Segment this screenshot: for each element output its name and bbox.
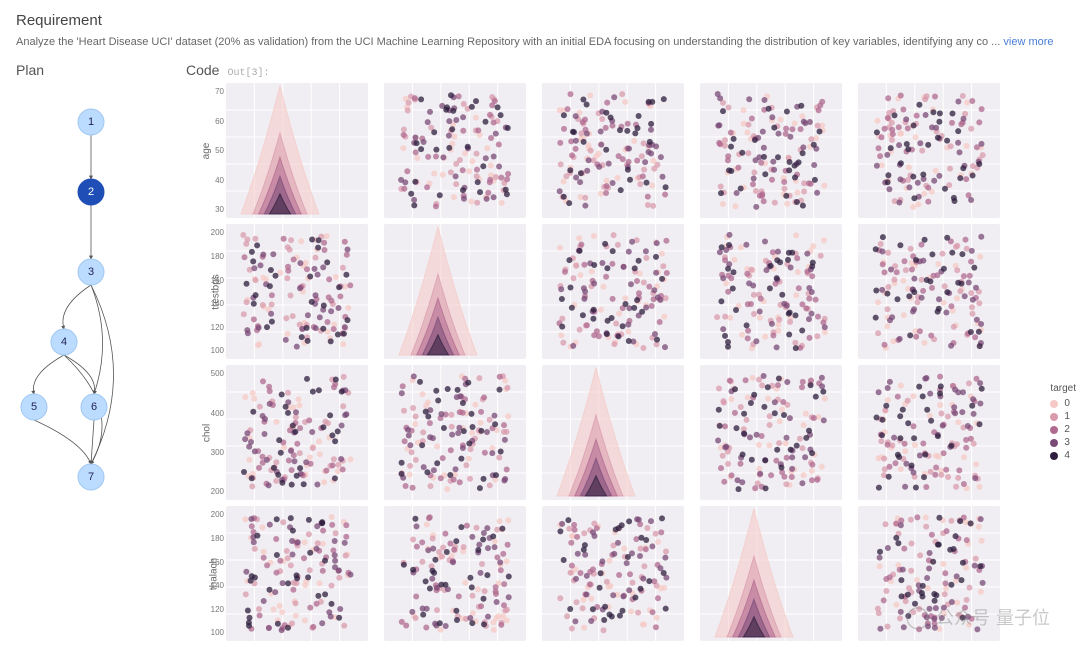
svg-text:3: 3: [88, 266, 94, 278]
requirement-title: Requirement: [16, 12, 1064, 29]
pairplot-cell-1-0: trestbps200180160140120100: [226, 224, 368, 359]
yticks-chol: 500400300200: [204, 365, 224, 500]
pairplot-cell-3-4: [858, 506, 1000, 641]
pairplot-chart: age7060504030trestbps200180160140120100c…: [226, 83, 1006, 641]
pairplot-cell-3-3: [700, 506, 842, 641]
view-more-link[interactable]: view more: [1003, 36, 1053, 48]
legend-item-0: 0: [1050, 398, 1076, 409]
legend-item-3: 3: [1050, 437, 1076, 448]
svg-text:7: 7: [88, 471, 94, 483]
svg-text:6: 6: [91, 401, 97, 413]
pairplot-cell-2-0: chol500400300200: [226, 365, 368, 500]
pairplot-cell-2-1: [384, 365, 526, 500]
requirement-text: Analyze the 'Heart Disease UCI' dataset …: [16, 35, 1064, 50]
pairplot-cell-3-0: thalach200180160140120100: [226, 506, 368, 641]
pairplot-cell-0-4: [858, 83, 1000, 218]
svg-text:2: 2: [88, 186, 94, 198]
pairplot-cell-0-2: [542, 83, 684, 218]
code-heading: Code Out[3]:: [186, 62, 1064, 79]
legend: target 0 1 2 3 4: [1050, 383, 1076, 463]
pairplot-cell-1-4: [858, 224, 1000, 359]
pairplot-cell-2-4: [858, 365, 1000, 500]
pairplot-cell-1-3: [700, 224, 842, 359]
pairplot-cell-3-1: [384, 506, 526, 641]
svg-text:4: 4: [61, 336, 67, 348]
yticks-thalach: 200180160140120100: [204, 506, 224, 641]
plan-graph: 1 2 3 4 5 6 7: [16, 82, 166, 512]
pairplot-cell-1-1: [384, 224, 526, 359]
pairplot-cell-3-2: [542, 506, 684, 641]
svg-text:5: 5: [31, 401, 37, 413]
out-label: Out[3]:: [227, 68, 269, 79]
pairplot-cell-0-1: [384, 83, 526, 218]
yticks-age: 7060504030: [204, 83, 224, 218]
pairplot-cell-0-3: [700, 83, 842, 218]
pairplot-cell-1-2: [542, 224, 684, 359]
requirement-body: Analyze the 'Heart Disease UCI' dataset …: [16, 36, 1000, 48]
pairplot-cell-2-2: [542, 365, 684, 500]
legend-title: target: [1050, 383, 1076, 394]
pairplot-cell-2-3: [700, 365, 842, 500]
pairplot-cell-0-0: age7060504030: [226, 83, 368, 218]
plan-heading: Plan: [16, 62, 166, 78]
yticks-trestbps: 200180160140120100: [204, 224, 224, 359]
legend-item-2: 2: [1050, 424, 1076, 435]
code-label: Code: [186, 62, 219, 78]
svg-text:1: 1: [88, 116, 94, 128]
requirement-header: Requirement Analyze the 'Heart Disease U…: [0, 0, 1080, 54]
legend-item-1: 1: [1050, 411, 1076, 422]
legend-item-4: 4: [1050, 450, 1076, 461]
